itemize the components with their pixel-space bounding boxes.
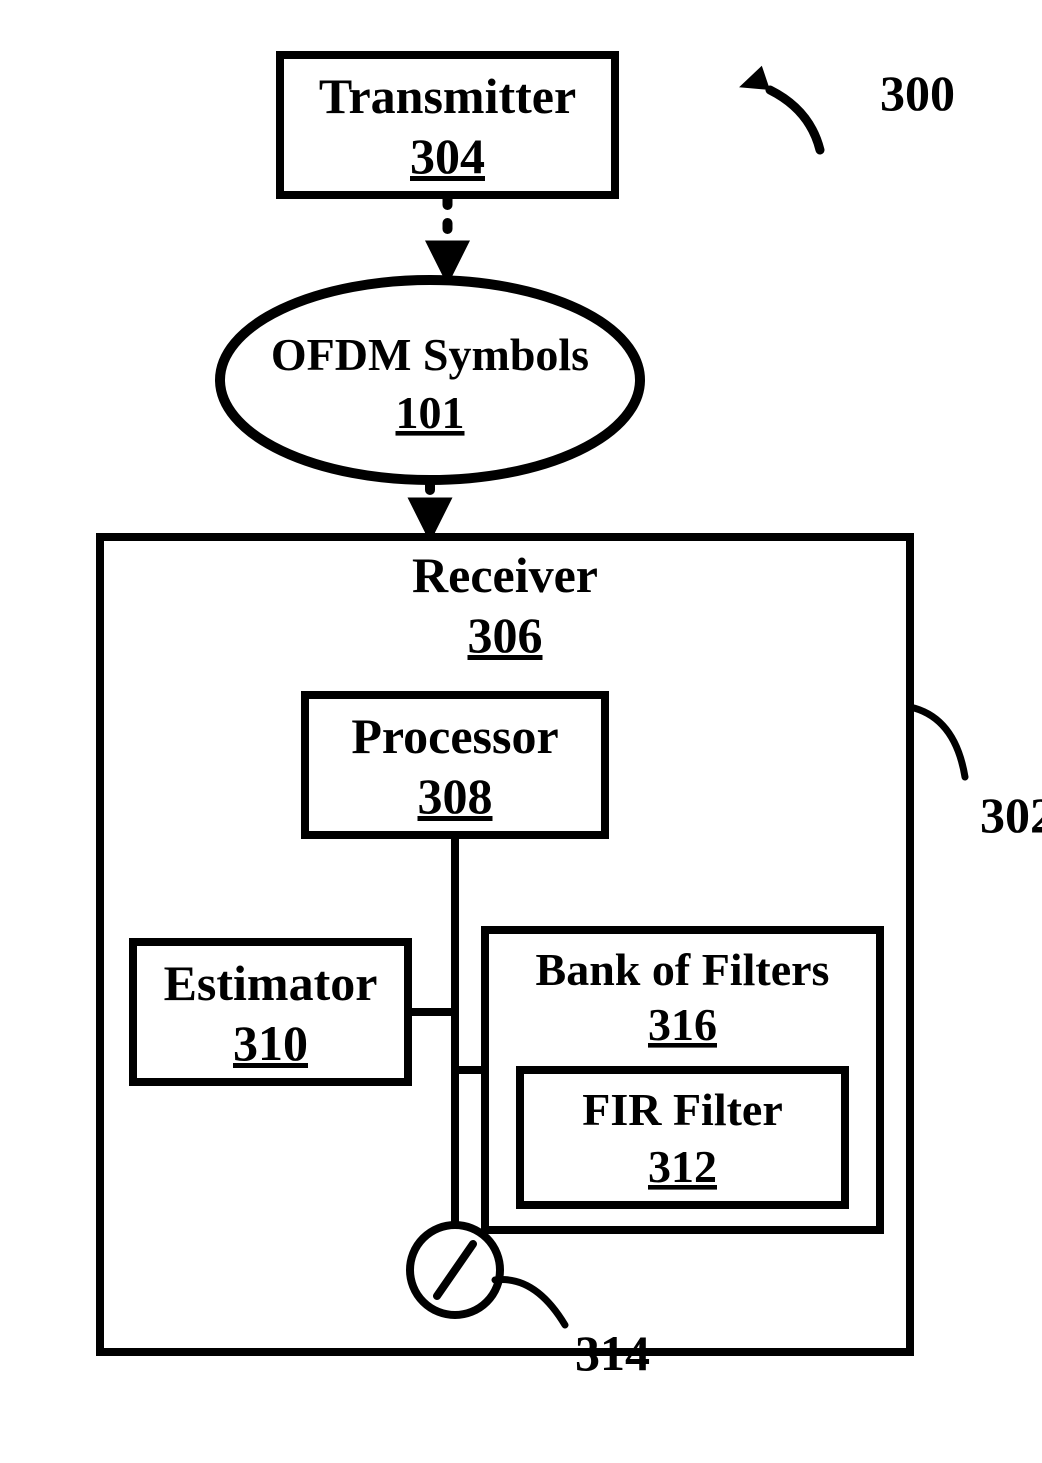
estimator-label: Estimator: [164, 955, 378, 1011]
receiver-label: Receiver: [412, 547, 598, 603]
receiver-ref: 306: [468, 607, 543, 663]
estimator-ref: 310: [233, 1015, 308, 1071]
bank-of-filters-label: Bank of Filters: [536, 944, 830, 995]
receiver-callout-leader: [910, 707, 965, 777]
clock-ref: 314: [575, 1325, 650, 1381]
ofdm-ellipse: [220, 280, 640, 480]
receiver-callout-ref: 302: [980, 787, 1042, 843]
processor-label: Processor: [351, 708, 558, 764]
transmitter-ref: 304: [410, 128, 485, 184]
processor-ref: 308: [418, 768, 493, 824]
fir-filter-label: FIR Filter: [582, 1084, 783, 1135]
bank-of-filters-ref: 316: [648, 999, 717, 1050]
ofdm-label: OFDM Symbols: [271, 329, 589, 380]
ofdm-ref: 101: [396, 387, 465, 438]
fir-filter-ref: 312: [648, 1141, 717, 1192]
figure-arrow-shaft: [770, 90, 820, 150]
figure-label: 300: [880, 65, 955, 121]
transmitter-label: Transmitter: [319, 68, 576, 124]
